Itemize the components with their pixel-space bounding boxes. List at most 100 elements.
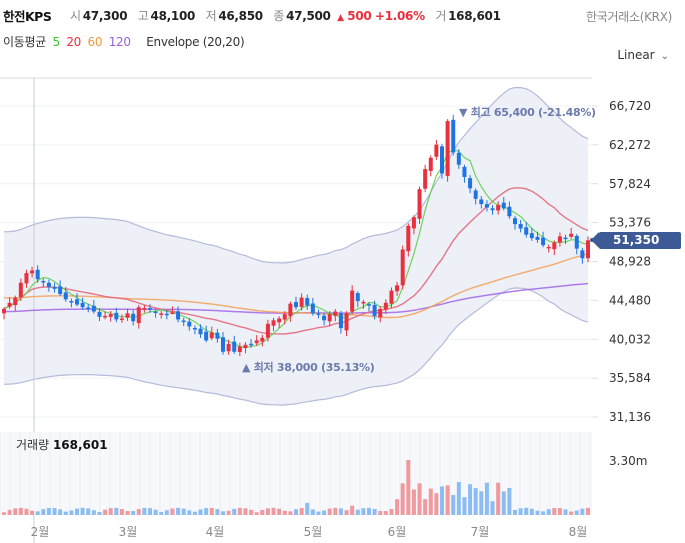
candle — [176, 311, 181, 320]
volume-bar — [58, 509, 63, 515]
volume-bar — [546, 509, 551, 515]
candle — [395, 285, 400, 292]
x-axis-label: 8월 — [569, 525, 588, 539]
volume-bar — [434, 493, 439, 515]
volume-bar — [456, 482, 461, 515]
y-axis-label: 31,136 — [609, 410, 651, 424]
volume-bar — [243, 508, 248, 515]
volume-bar — [63, 511, 68, 515]
low-label: 저 — [205, 9, 217, 23]
ma20-line — [3, 187, 589, 335]
volume-bar — [552, 507, 557, 515]
volume-bar — [271, 507, 276, 515]
candle — [468, 178, 473, 189]
volume-bar — [518, 508, 523, 515]
candle — [7, 302, 12, 307]
candle — [119, 318, 124, 321]
candle — [406, 225, 411, 252]
candle — [46, 282, 51, 288]
volume-bar — [254, 512, 259, 515]
volume-bar — [586, 507, 590, 515]
candle — [226, 343, 231, 352]
volume-bar — [288, 511, 293, 515]
candle — [30, 270, 35, 274]
candle — [350, 290, 355, 312]
volume-bar — [192, 511, 197, 515]
y-axis-label: 62,272 — [609, 138, 651, 152]
candle — [546, 246, 551, 249]
y-axis-label: 57,824 — [609, 177, 651, 191]
candle — [355, 293, 360, 302]
volume-bar — [7, 509, 12, 515]
candle — [440, 146, 444, 174]
change-percent: +1.06% — [374, 9, 425, 23]
envelope-lower-line — [3, 287, 589, 406]
candle — [69, 301, 74, 303]
ma60-label[interactable]: 60 — [87, 35, 103, 49]
candle — [310, 303, 315, 314]
volume-bar — [148, 508, 152, 515]
volume-bar — [46, 507, 51, 515]
volume-bar — [501, 491, 506, 515]
volume-bar — [395, 499, 400, 515]
candle — [417, 189, 422, 219]
candle — [361, 301, 366, 304]
candle — [344, 313, 349, 331]
volume-bar — [237, 507, 242, 515]
volume-bar — [423, 499, 428, 515]
candle — [434, 144, 439, 157]
volume-bar — [215, 509, 220, 515]
volume-bar — [187, 510, 192, 515]
volume-bar — [2, 512, 6, 515]
candle — [299, 297, 304, 307]
volume-bar — [69, 510, 74, 515]
candle — [52, 286, 57, 289]
volume-bar — [462, 497, 467, 515]
volume-bar — [103, 509, 108, 515]
volume-bar — [316, 511, 321, 515]
volume-bar — [490, 501, 495, 515]
volume-bar — [507, 487, 512, 515]
envelope-band — [4, 87, 588, 405]
candle — [181, 320, 186, 323]
y-axis-label: 40,032 — [609, 332, 651, 346]
volume-bar — [204, 508, 209, 515]
high-value: 48,100 — [150, 9, 196, 23]
y-axis-label: 48,928 — [609, 255, 651, 269]
ma120-label[interactable]: 120 — [108, 35, 131, 49]
envelope-label[interactable]: Envelope (20,20) — [146, 35, 245, 49]
high-label: 고 — [137, 9, 149, 23]
ma5-label[interactable]: 5 — [52, 35, 60, 49]
candle — [367, 304, 371, 306]
candle — [479, 199, 484, 205]
x-axis-label: 2월 — [31, 525, 50, 539]
change-value: 500 — [347, 9, 372, 23]
candle — [153, 311, 158, 314]
candle — [484, 204, 489, 208]
volume-bar — [108, 508, 113, 515]
volume-bar — [378, 511, 383, 515]
ma20-label[interactable]: 20 — [66, 35, 82, 49]
candle — [541, 237, 546, 246]
volume-bar — [282, 510, 287, 515]
volume-bar — [294, 509, 298, 515]
volume-bar — [164, 510, 169, 515]
scale-dropdown[interactable]: Linear ⌄ — [617, 48, 669, 62]
volume-bar — [569, 511, 574, 515]
volume-bar — [170, 508, 175, 515]
candle — [282, 314, 287, 320]
candle — [221, 337, 225, 352]
candle — [456, 152, 461, 165]
volume-bar — [524, 507, 529, 515]
volume-bar — [232, 508, 237, 515]
volume-bar — [468, 484, 473, 515]
volume-bar — [35, 511, 40, 515]
candle — [249, 343, 254, 346]
volume-bar — [361, 508, 366, 515]
volume-bar — [91, 510, 96, 515]
open-label: 시 — [70, 9, 81, 23]
volume-bar — [411, 489, 416, 515]
volume-bar — [372, 508, 377, 515]
candle — [586, 240, 590, 259]
